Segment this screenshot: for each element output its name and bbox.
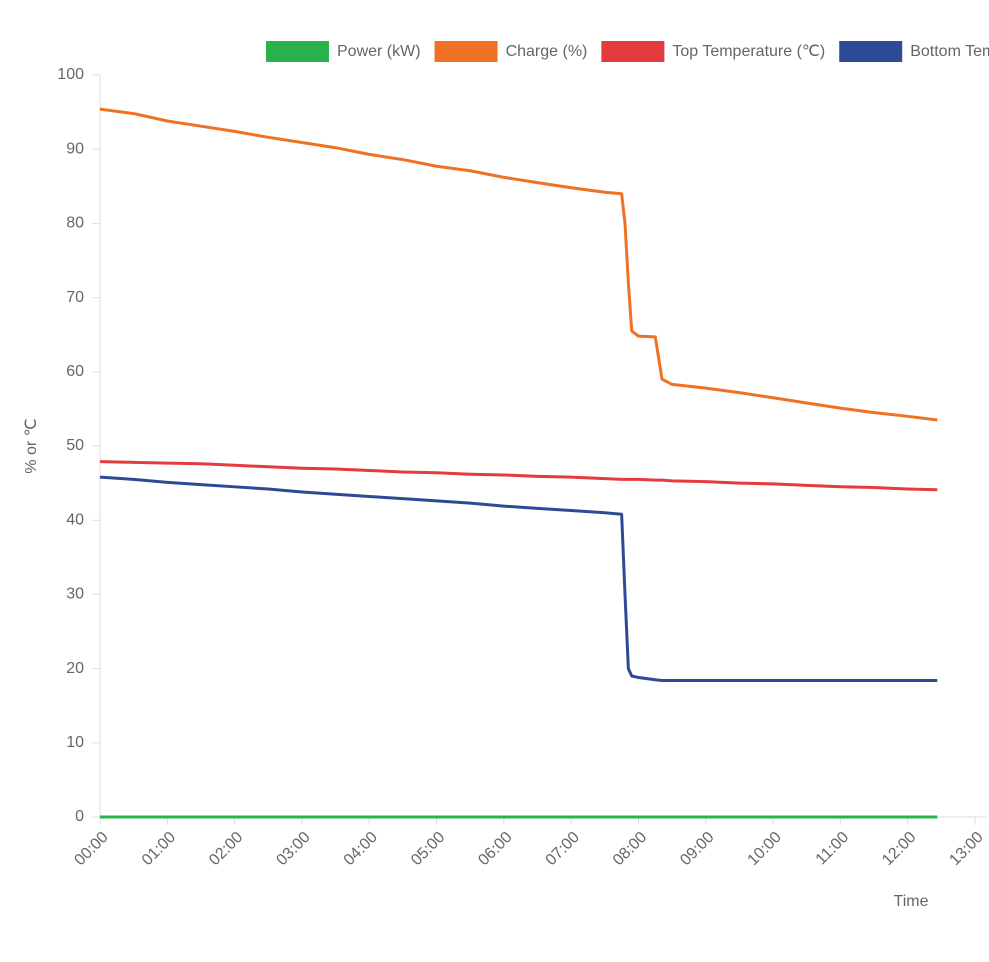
y-tick-label: 60 (66, 363, 84, 380)
x-tick-label: 13:00 (946, 829, 986, 869)
x-axis-label: Time (894, 893, 929, 910)
y-tick-label: 90 (66, 140, 84, 157)
legend-label: Top Temperature (℃) (672, 43, 825, 60)
x-tick-label: 05:00 (408, 829, 448, 869)
x-tick-label: 11:00 (813, 829, 853, 869)
legend-swatch (266, 41, 329, 62)
x-tick-label: 09:00 (677, 829, 717, 869)
x-tick-label: 08:00 (610, 829, 650, 869)
x-tick-label: 02:00 (206, 829, 246, 869)
x-tick-label: 10:00 (745, 829, 785, 869)
y-tick-label: 100 (57, 66, 84, 83)
y-axis-label: % or ℃ (23, 418, 40, 473)
legend-swatch (601, 41, 665, 62)
y-tick-label: 30 (66, 586, 84, 603)
series-line (99, 475, 938, 682)
x-tick-label: 07:00 (543, 829, 583, 869)
y-tick-label: 20 (66, 660, 84, 677)
legend-label: Bottom Temperature (℃) (910, 43, 989, 60)
x-tick-label: 01:00 (139, 829, 179, 869)
x-tick-label: 04:00 (341, 829, 381, 869)
x-tick-label: 00:00 (71, 829, 111, 869)
legend-swatch (839, 41, 903, 62)
x-tick-label: 03:00 (273, 829, 313, 869)
y-tick-label: 10 (66, 734, 84, 751)
y-tick-label: 0 (75, 808, 84, 825)
legend-label: Charge (%) (506, 43, 588, 60)
y-tick-label: 80 (66, 215, 84, 232)
x-tick-label: 12:00 (879, 829, 919, 869)
legend-label: Power (kW) (337, 43, 421, 60)
y-tick-label: 70 (66, 289, 84, 306)
series-line (99, 460, 938, 492)
series-line (99, 107, 938, 422)
x-tick-label: 06:00 (475, 829, 515, 869)
y-tick-label: 50 (66, 437, 84, 454)
legend-swatch (434, 41, 498, 62)
y-tick-label: 40 (66, 511, 84, 528)
